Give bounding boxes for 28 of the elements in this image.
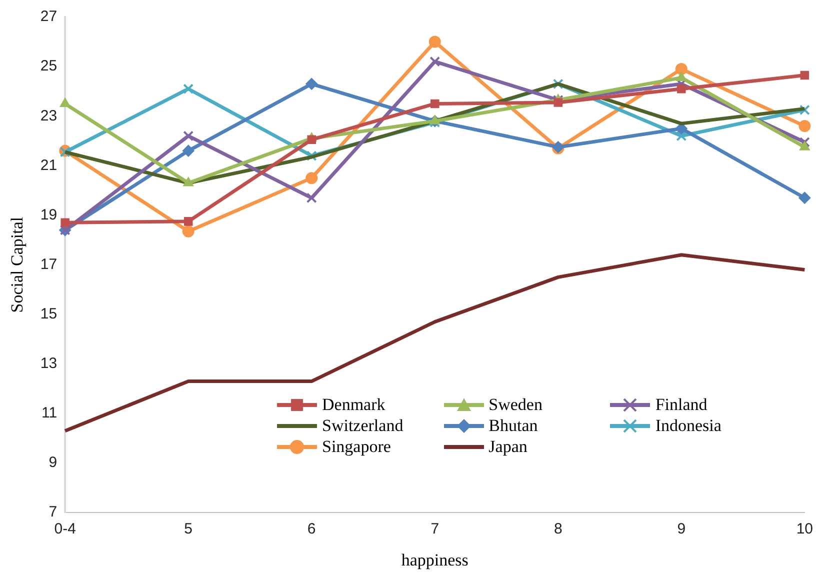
x-tick-label: 0-4 (54, 520, 76, 538)
legend-label: Finland (655, 394, 708, 415)
x-tick-label: 8 (554, 520, 562, 538)
x-tick-label: 6 (307, 520, 316, 538)
y-tick-label: 11 (42, 404, 58, 422)
y-tick-label: 9 (48, 454, 58, 472)
y-tick-label: 27 (40, 8, 58, 26)
y-tick-label: 19 (40, 206, 58, 224)
y-axis-title: Social Capital (8, 216, 27, 313)
y-tick-label: 25 (40, 58, 58, 75)
legend-label: Sweden (488, 394, 542, 415)
x-tick-label: 5 (184, 520, 193, 538)
legend-label: Indonesia (655, 415, 722, 436)
legend-label: Bhutan (488, 415, 538, 436)
legend-label: Singapore (322, 436, 391, 457)
legend-label: Denmark (322, 394, 386, 415)
legend-label: Switzerland (322, 415, 404, 436)
x-tick-label: 7 (430, 520, 440, 538)
y-tick-label: 13 (40, 355, 58, 372)
x-tick-label: 9 (677, 520, 686, 538)
legend-label: Japan (488, 436, 528, 457)
y-tick-label: 7 (48, 504, 58, 521)
y-tick-label: 23 (40, 107, 58, 124)
y-tick-label: 15 (40, 306, 58, 322)
x-axis-title: happiness (401, 550, 468, 570)
y-tick-label: 17 (40, 256, 58, 273)
y-tick-label: 21 (40, 156, 58, 174)
x-tick-label: 10 (796, 520, 813, 538)
